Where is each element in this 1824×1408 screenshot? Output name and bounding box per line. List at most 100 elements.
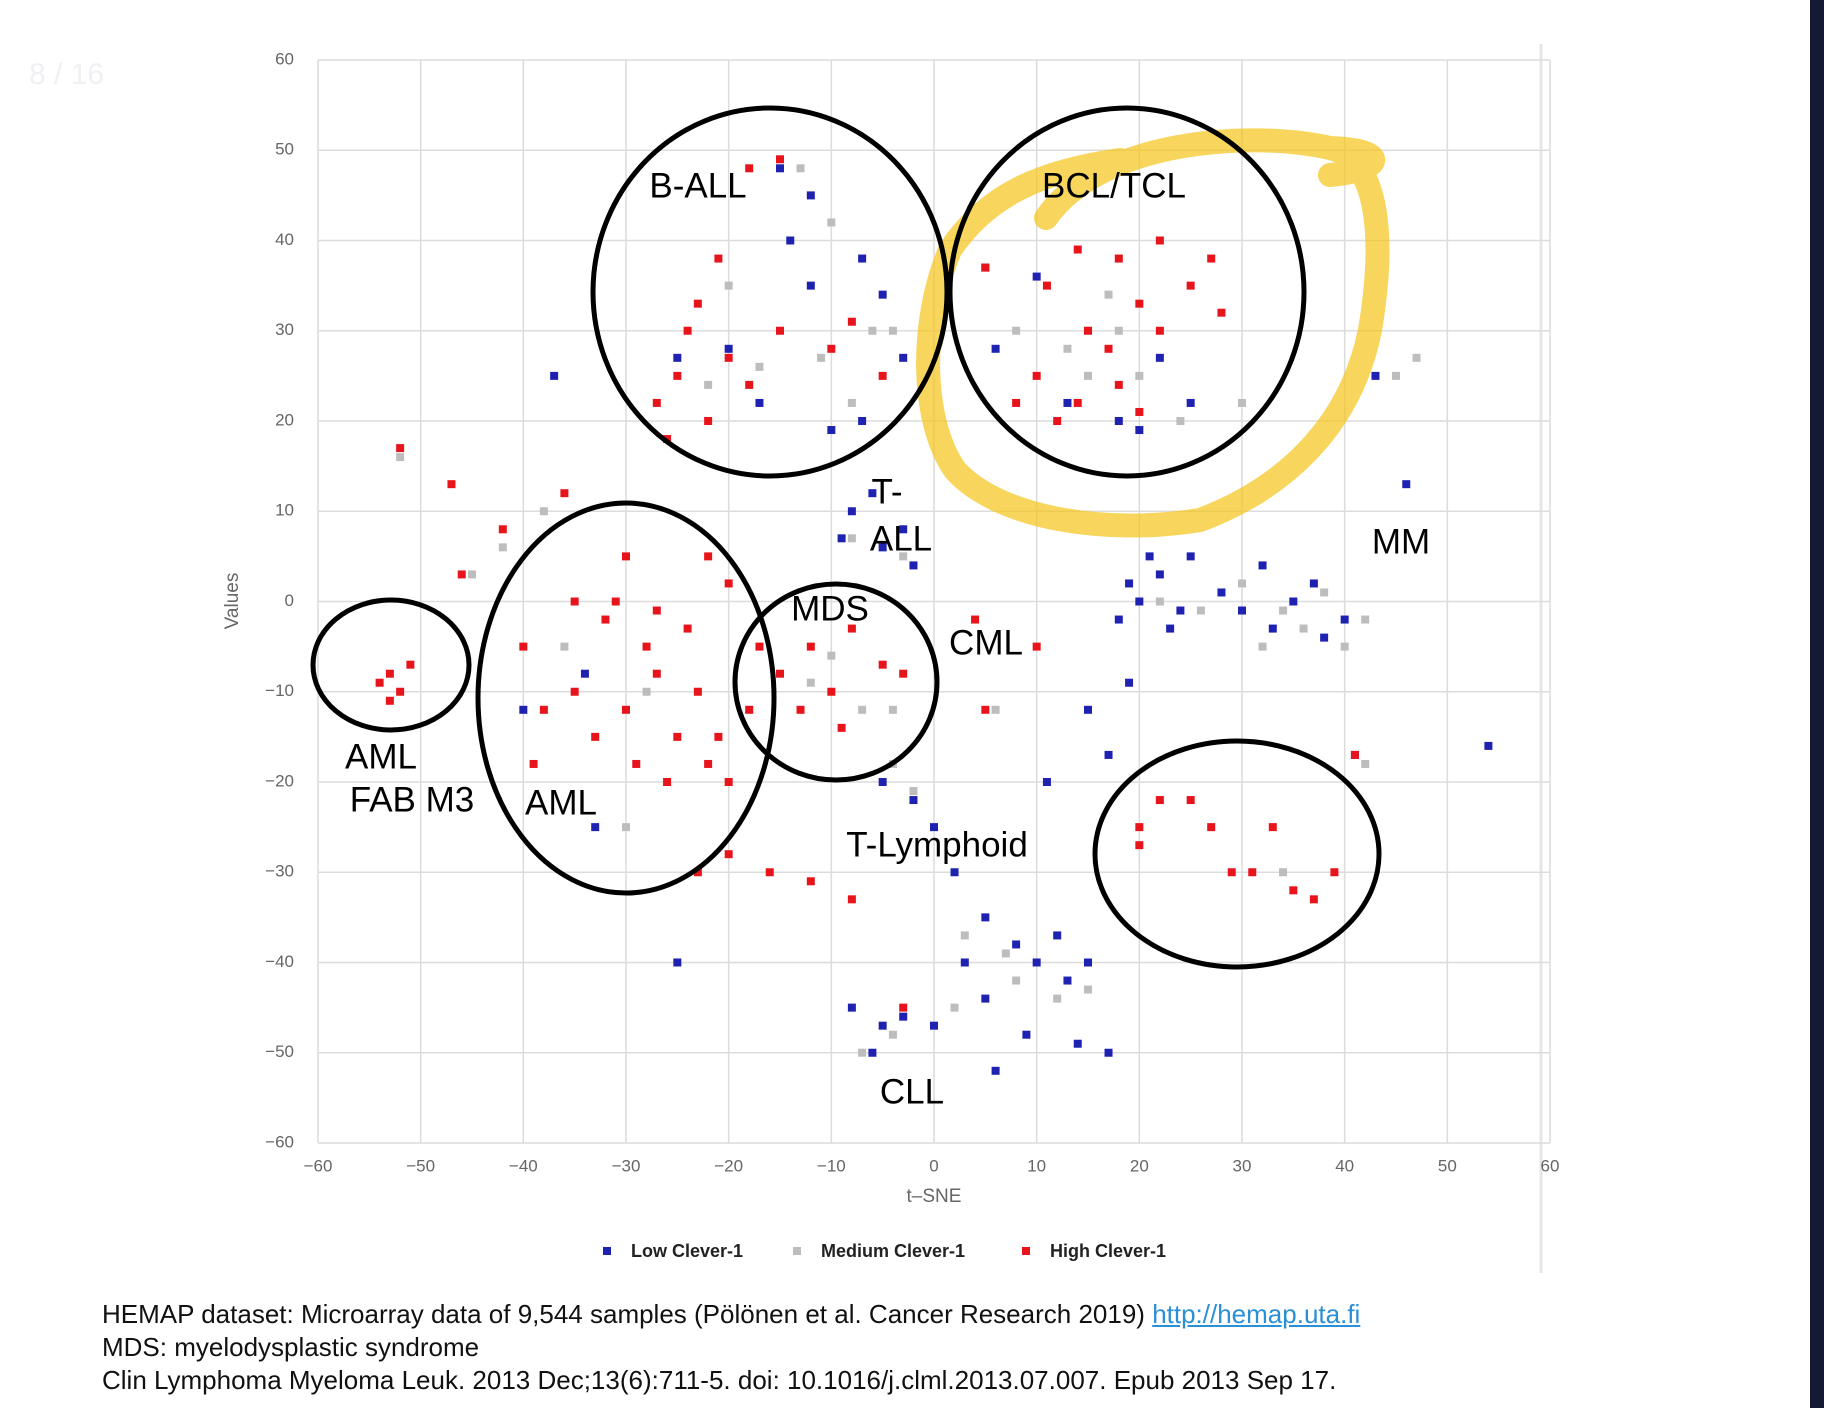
scatter-point [755,642,764,651]
scatter-point [950,868,959,877]
y-tick-label: 50 [275,140,294,159]
scatter-point [1309,895,1318,904]
scatter-point [396,687,405,696]
x-axis-title: t–SNE [907,1186,962,1207]
x-tick-label: −40 [509,1156,538,1175]
scatter-point [899,1012,908,1021]
y-tick-label: −20 [265,771,294,790]
scatter-point [817,353,826,362]
scatter-point [1084,958,1092,967]
scatter-point [1330,868,1339,877]
cluster-label: AML [525,783,597,822]
scatter-point [1155,570,1164,579]
scatter-point [539,507,548,516]
scatter-point [652,669,661,678]
scatter-point [457,570,466,579]
scatter-point [960,958,969,967]
scatter-point [704,417,713,425]
scatter-point [704,759,713,768]
cluster-label: T-Lymphoid [846,825,1028,864]
scatter-point [591,823,600,832]
scatter-point [396,453,405,462]
cluster-label: BCL/TCL [1042,166,1186,205]
scatter-point [755,398,764,407]
cluster-label: MM [1372,522,1430,561]
scatter-point [1073,398,1082,407]
scatter-point [888,705,897,714]
scatter-point [991,1066,1000,1075]
cluster-label: B-ALL [649,166,746,205]
footer-link[interactable]: http://hemap.uta.fi [1152,1299,1361,1329]
scatter-point [1135,407,1144,416]
scatter-point [1248,868,1257,877]
scatter-point [878,660,887,669]
legend-label: Low Clever-1 [631,1241,743,1261]
scatter-point [1084,985,1092,994]
scatter-point [806,678,815,687]
legend-swatch [603,1247,611,1255]
scatter-point [724,353,733,362]
cluster-label: AML [345,737,417,776]
scatter-point [1320,588,1329,597]
scatter-point [1217,588,1226,597]
scatter-point [1361,615,1370,624]
scatter-point [1073,245,1082,254]
scatter-point [1084,371,1092,380]
scatter-point [1166,624,1175,633]
footer-line: MDS: myelodysplastic syndrome [102,1332,480,1362]
x-tick-label: −10 [817,1156,846,1175]
scatter-point [991,705,1000,714]
scatter-point [1238,606,1246,615]
scatter-point [468,570,476,579]
scatter-point [673,353,682,362]
scatter-point [1392,371,1400,380]
scatter-point [1032,272,1041,281]
scatter-point [1176,606,1185,615]
scatter-point [981,994,990,1003]
scatter-point [1084,326,1092,335]
scatter-point [827,651,836,660]
scatter-point [960,931,969,940]
scatter-point [868,1048,877,1057]
y-tick-label: −40 [265,952,294,971]
cluster-label: ALL [870,519,932,558]
scatter-point [878,543,887,552]
scatter-point [406,660,415,669]
scatter-point [1186,281,1195,290]
scatter-point [847,398,856,407]
scatter-point [622,823,630,832]
y-tick-label: −50 [265,1042,294,1061]
scatter-point [1114,326,1123,335]
scatter-point [1135,426,1144,435]
scatter-point [1155,597,1164,606]
scatter-point [745,164,754,173]
scatter-point [1155,796,1164,805]
scatter-point [1299,624,1308,633]
legend-label: High Clever-1 [1050,1241,1166,1261]
scatter-point [899,525,908,534]
scatter-point [1135,371,1144,380]
scatter-point [796,705,805,714]
x-tick-label: 60 [1541,1156,1560,1175]
scatter-point [847,317,856,326]
scatter-point [847,1003,856,1012]
scatter-point [1279,868,1288,877]
scatter-point [1155,236,1164,245]
cluster-label: CML [949,623,1023,662]
scatter-point [888,1030,897,1039]
scatter-point [858,254,867,263]
scatter-point [1032,958,1041,967]
scatter-point [827,218,836,227]
scatter-point [1309,579,1318,588]
cluster-label: CLL [880,1072,944,1111]
cluster-circles [310,105,1382,970]
scatter-point [1012,398,1021,407]
scatter-point [745,705,754,714]
scatter-point [622,705,630,714]
slide-counter: 8 / 16 [29,58,105,91]
scatter-point [704,380,713,389]
scatter-point [1238,398,1246,407]
scatter-point [683,624,692,633]
scatter-point [1217,308,1226,317]
scatter-point [1227,868,1236,877]
